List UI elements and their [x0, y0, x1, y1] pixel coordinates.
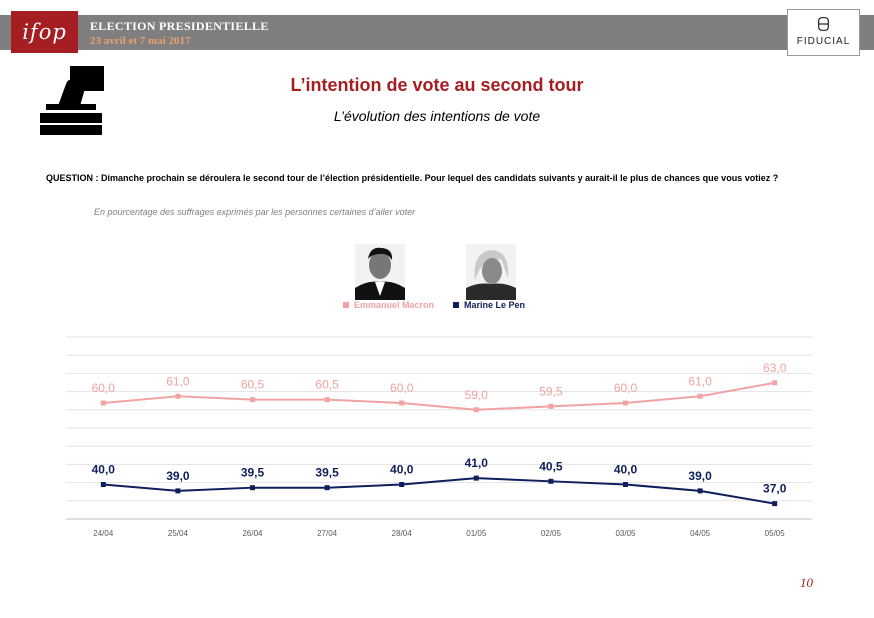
data-label: 60,0 — [390, 381, 414, 395]
fiducial-mark-icon — [818, 17, 829, 31]
page-number: 10 — [800, 575, 813, 590]
fiducial-logo: FIDUCIAL — [787, 9, 860, 56]
x-tick-label: 02/05 — [541, 529, 562, 538]
data-point — [175, 488, 181, 494]
data-point — [623, 482, 628, 487]
data-label: 61,0 — [688, 374, 712, 388]
x-tick-label: 27/04 — [317, 529, 338, 538]
data-point — [324, 485, 330, 491]
data-label: 40,5 — [539, 459, 563, 473]
data-point — [399, 400, 405, 406]
legend-label-macron: Emmanuel Macron — [354, 300, 435, 310]
data-label: 39,0 — [688, 469, 712, 483]
fiducial-logo-text: FIDUCIAL — [796, 36, 851, 47]
data-label: 40,0 — [390, 463, 414, 477]
data-point — [250, 485, 255, 491]
data-label: 39,5 — [241, 466, 265, 480]
series-line-macron — [103, 381, 775, 411]
macron-photo — [355, 244, 405, 300]
data-label: 40,0 — [614, 463, 638, 477]
data-label: 39,0 — [166, 469, 190, 483]
data-label: 60,5 — [315, 378, 339, 392]
page-subtitle: L’évolution des intentions de vote — [333, 108, 541, 124]
x-tick-label: 28/04 — [392, 529, 413, 538]
data-label: 39,5 — [315, 466, 339, 480]
survey-question: QUESTION : Dimanche prochain se dérouler… — [46, 173, 779, 183]
data-point — [100, 400, 106, 406]
x-tick-label: 26/04 — [242, 529, 263, 538]
data-label: 40,0 — [92, 463, 116, 477]
x-tick-label: 01/05 — [466, 529, 487, 538]
page-title: L’intention de vote au second tour — [0, 75, 874, 96]
data-point — [548, 478, 554, 484]
election-dates: 23 avril et 7 mai 2017 — [90, 35, 191, 47]
x-tick-label: 24/04 — [93, 529, 114, 538]
le-pen-photo — [466, 244, 516, 300]
legend-label-le-pen: Marine Le Pen — [464, 300, 526, 310]
data-point — [175, 393, 181, 399]
data-label: 37,0 — [763, 482, 787, 496]
data-label: 41,0 — [465, 456, 489, 470]
data-point — [473, 407, 479, 413]
x-tick-label: 03/05 — [615, 529, 636, 538]
series-line-le-pen — [103, 477, 775, 505]
base-note: En pourcentage des suffrages exprimés pa… — [94, 207, 416, 217]
data-label: 60,0 — [614, 381, 638, 395]
data-label: 59,0 — [465, 388, 489, 402]
legend-swatch-macron — [343, 302, 349, 308]
x-tick-label: 05/05 — [765, 529, 786, 538]
page-title-text: L’intention de vote au second tour — [290, 75, 584, 95]
data-point — [697, 393, 703, 399]
legend-item-le-pen: Marine Le Pen — [453, 300, 525, 310]
ifop-logo: ifop — [11, 11, 78, 53]
data-point — [697, 488, 703, 494]
data-point — [100, 482, 106, 487]
data-label: 60,0 — [92, 381, 116, 395]
legend-item-macron: Emmanuel Macron — [343, 300, 434, 310]
data-label: 60,5 — [241, 378, 265, 392]
data-point — [772, 380, 778, 386]
data-label: 59,5 — [539, 384, 563, 398]
data-point — [473, 475, 479, 481]
data-label: 61,0 — [166, 374, 190, 388]
x-tick-label: 25/04 — [168, 529, 189, 538]
header-bar — [0, 15, 874, 50]
data-point — [250, 397, 255, 403]
ifop-logo-text: ifop — [22, 20, 67, 44]
x-tick-label: 04/05 — [690, 529, 711, 538]
data-point — [324, 397, 330, 403]
data-label: 63,0 — [763, 361, 787, 375]
data-point — [399, 482, 405, 487]
ballot-box-icon — [40, 66, 104, 135]
data-point — [623, 400, 628, 406]
data-point — [548, 403, 554, 409]
legend-swatch-le-pen — [453, 302, 459, 308]
data-point — [772, 501, 778, 507]
election-title: ELECTION PRESIDENTIELLE — [90, 19, 269, 33]
